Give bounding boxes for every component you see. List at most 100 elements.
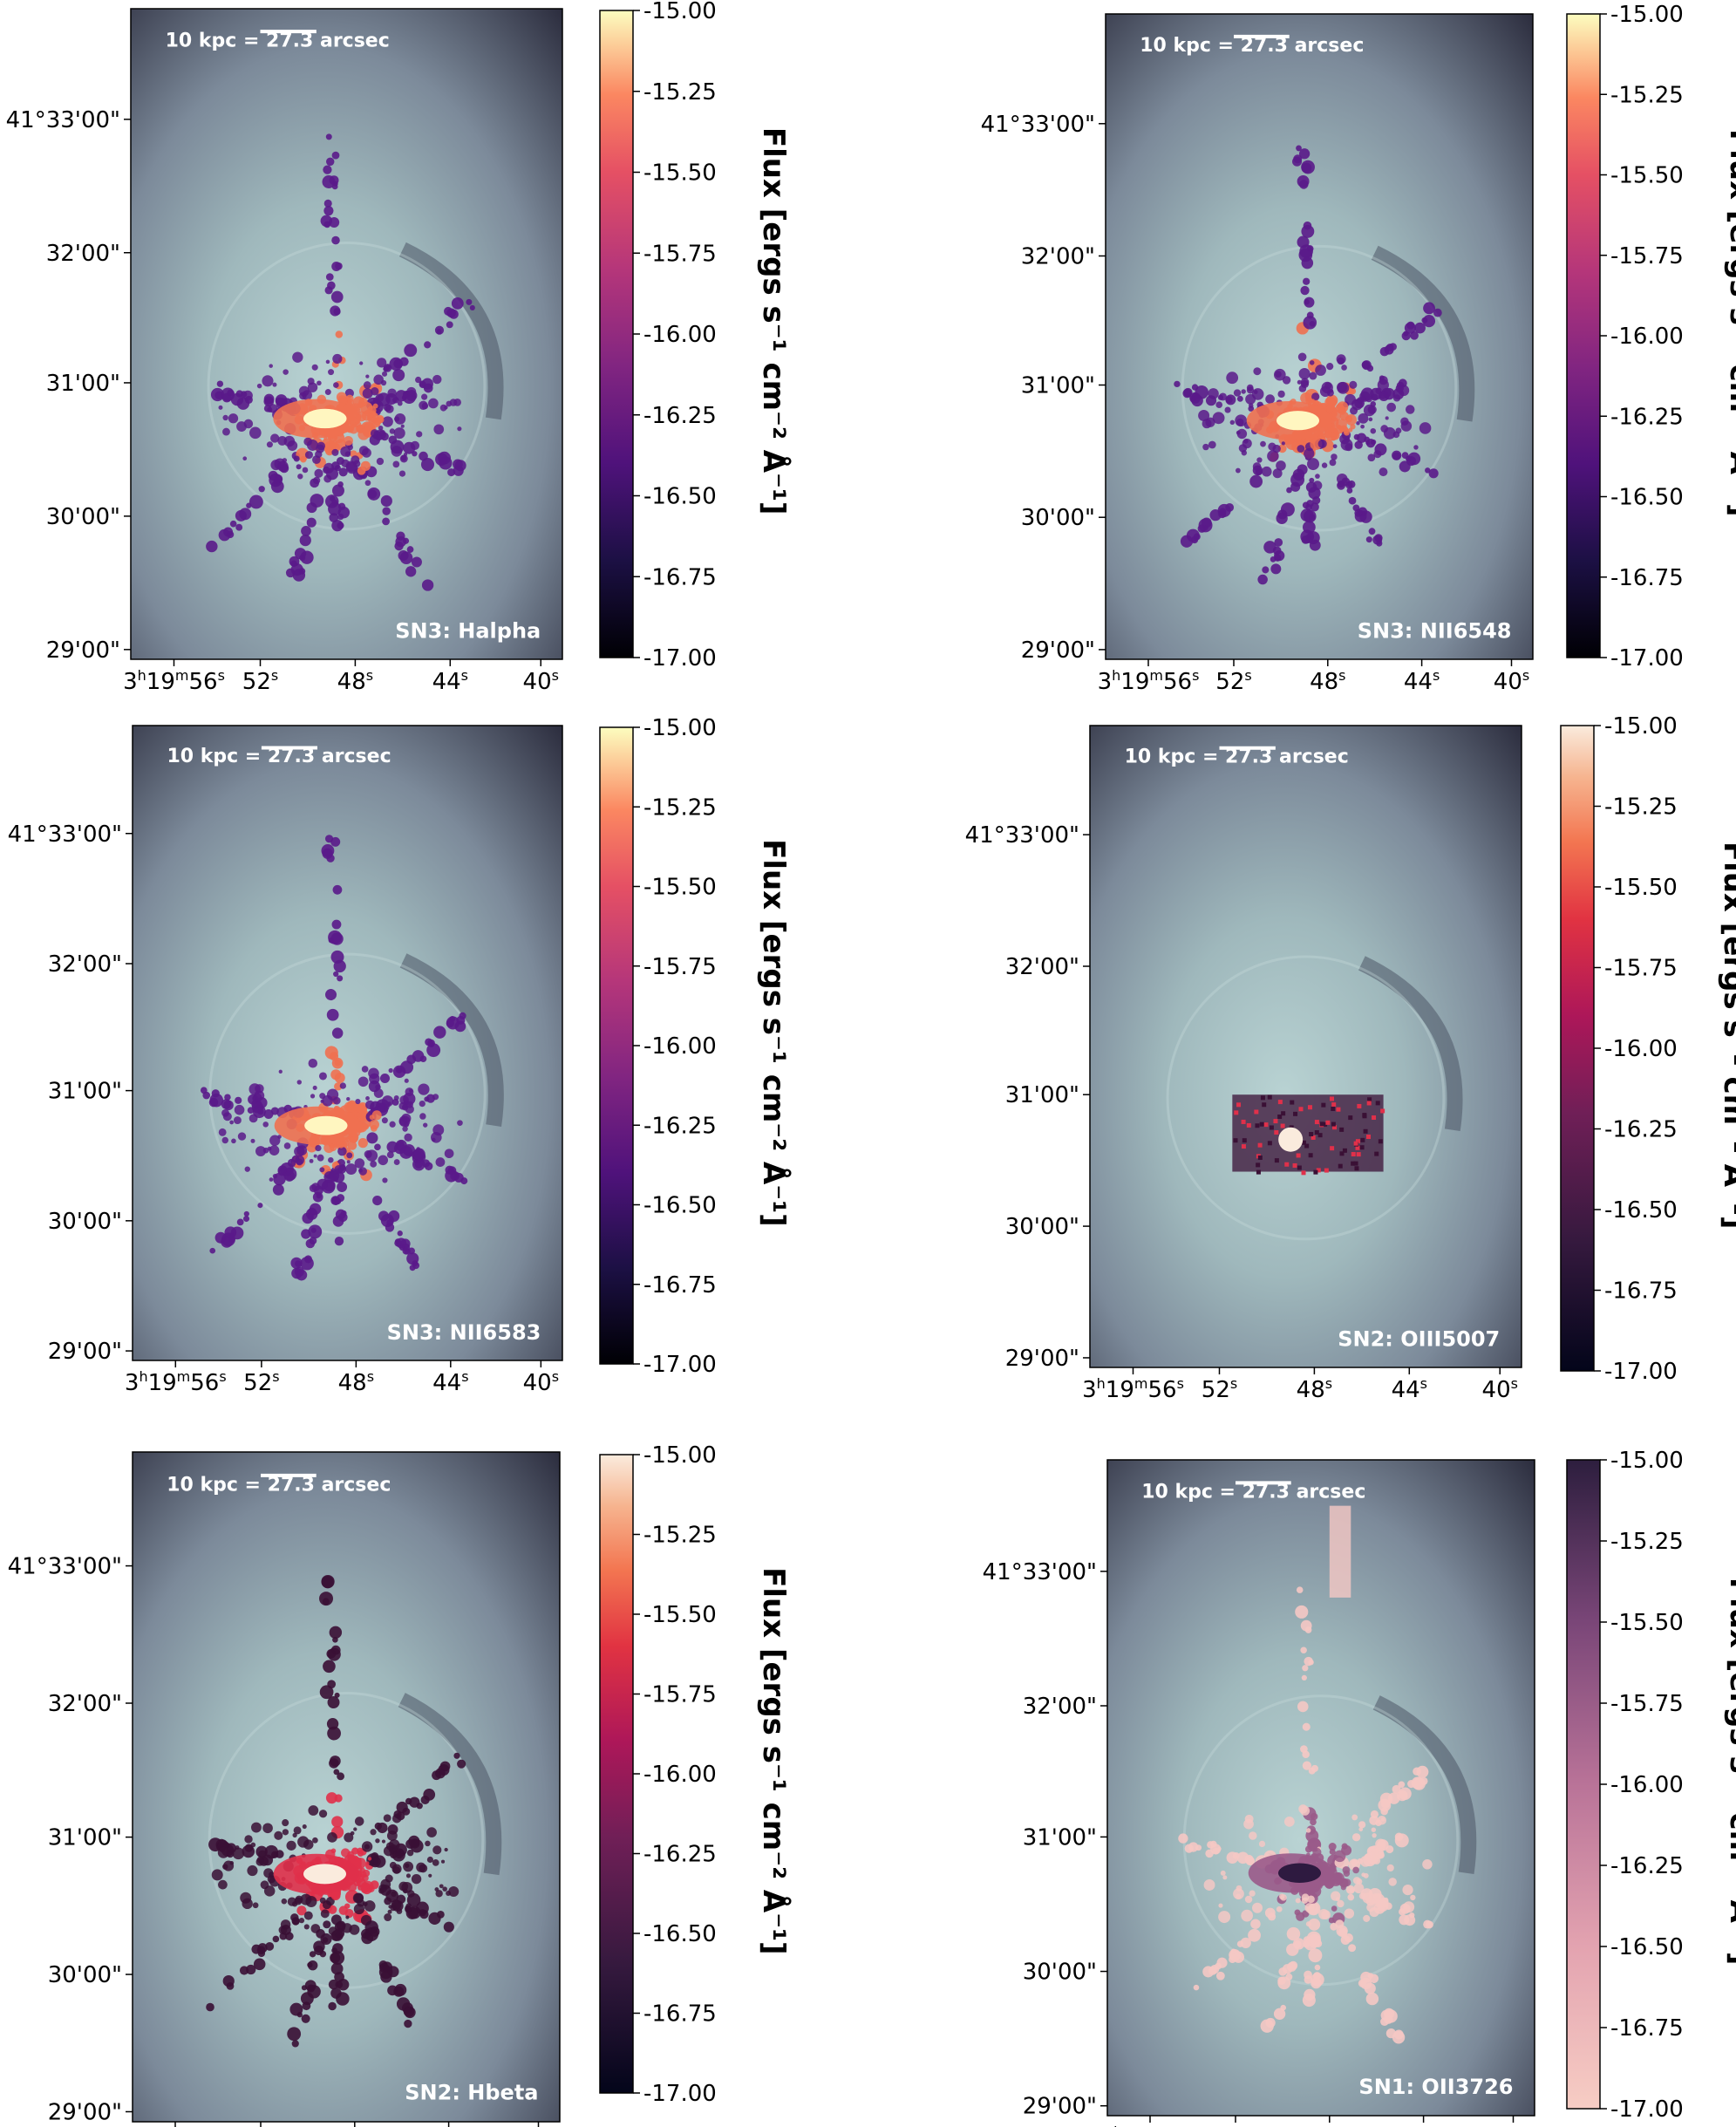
- axes-frame: [132, 1451, 561, 2123]
- colorbar-label: Flux [ergs s⁻¹ cm⁻² Å⁻¹]: [1723, 129, 1736, 517]
- colorbar-tick-label: -16.00: [1610, 324, 1684, 350]
- cavity-arc: [398, 1693, 502, 1876]
- dec-tick-label: 31'00": [48, 1079, 122, 1105]
- colorbar: [599, 726, 634, 1365]
- dec-tick-label: 30'00": [1021, 505, 1095, 531]
- ra-tick-label: 3h19m56s: [1082, 1375, 1184, 1403]
- dec-tick-label: 31'00": [1023, 1824, 1097, 1851]
- colorbar-tick-label: -16.25: [1610, 404, 1684, 430]
- colorbar-tick-label: -15.75: [643, 954, 717, 980]
- ra-tick-label: 3h19m56s: [123, 667, 225, 695]
- ra-tick-label: 3h19m56s: [1099, 2124, 1202, 2127]
- colorbar-tick-label: -16.75: [1610, 565, 1684, 591]
- ra-tick-label: 44s: [432, 1368, 468, 1396]
- colorbar-tick-label: -15.00: [1604, 713, 1678, 740]
- colorbar-tick-label: -16.50: [643, 484, 717, 510]
- dec-tick-label: 41°33'00": [983, 1559, 1097, 1585]
- colorbar-tick-label: -15.25: [643, 79, 717, 106]
- dec-tick-label: 30'00": [1005, 1214, 1079, 1240]
- dec-tick-label: 30'00": [46, 504, 120, 530]
- colorbar-tick-label: -17.00: [643, 1352, 717, 1378]
- colorbar-tick-label: -15.50: [1610, 163, 1684, 189]
- ra-tick-label: 44s: [432, 667, 468, 695]
- colorbar-label: Flux [ergs s⁻¹ cm⁻² Å⁻¹]: [756, 127, 792, 515]
- dec-tick-label: 29'00": [48, 2099, 122, 2125]
- ra-tick-label: 48s: [338, 1368, 374, 1396]
- galaxy-image: [1090, 726, 1522, 1367]
- galaxy-image: [1106, 14, 1533, 659]
- ra-tick-label: 44s: [1404, 667, 1440, 695]
- dec-tick-label: 30'00": [48, 1962, 122, 1988]
- colorbar-tick-label: -16.50: [1610, 1934, 1684, 1960]
- ra-tick-label: 44s: [1406, 2124, 1441, 2127]
- colorbar-tick-label: -17.00: [643, 645, 717, 672]
- axes-frame: [130, 8, 563, 660]
- colorbar: [599, 10, 634, 658]
- colorbar: [1566, 1459, 1601, 2110]
- axes-frame: [1106, 1459, 1535, 2117]
- ra-tick-label: 52s: [242, 667, 278, 695]
- colorbar: [1560, 725, 1595, 1372]
- dec-tick-label: 29'00": [1021, 637, 1095, 664]
- scale-bar-label: 10 kpc = 27.3 arcsec: [1125, 746, 1349, 768]
- colorbar-tick-label: -15.25: [643, 1523, 717, 1549]
- ra-tick-label: 48s: [1297, 1375, 1332, 1403]
- colorbar-tick-label: -15.50: [643, 160, 717, 187]
- ra-tick-label: 52s: [243, 1368, 279, 1396]
- cavity-arc: [1372, 1695, 1477, 1875]
- colorbar-tick-label: -16.00: [1604, 1036, 1678, 1062]
- colorbar-tick-label: -15.75: [1610, 243, 1684, 269]
- dec-tick-label: 30'00": [1023, 1960, 1097, 1986]
- scale-bar-label: 10 kpc = 27.3 arcsec: [167, 746, 391, 767]
- colorbar-tick-label: -15.50: [643, 1602, 717, 1628]
- ra-tick-label: 52s: [1217, 2124, 1253, 2127]
- emission-map: [1178, 1505, 1433, 2044]
- dec-tick-label: 31'00": [48, 1825, 122, 1851]
- colorbar-tick-label: -15.25: [1610, 82, 1684, 108]
- ra-tick-label: 40s: [1494, 667, 1529, 695]
- dec-tick-label: 31'00": [1021, 373, 1095, 399]
- cavity-arc: [1371, 245, 1475, 422]
- colorbar-tick-label: -15.75: [1610, 1691, 1684, 1717]
- colorbar-label: Flux [ergs s⁻¹ cm⁻² Å⁻¹]: [1717, 842, 1736, 1230]
- panel-2: 10 kpc = 27.3 arcsec SN3: NII6548 41°33'00…: [981, 2, 1736, 695]
- dec-tick-label: 32'00": [48, 951, 122, 978]
- colorbar-tick-label: -16.75: [643, 564, 717, 590]
- ra-tick-label: 40s: [523, 667, 559, 695]
- ra-tick-label: 40s: [1482, 1375, 1518, 1403]
- ripple-ring: [208, 952, 487, 1235]
- colorbar-tick-label: -16.75: [1604, 1278, 1678, 1305]
- dec-tick-label: 32'00": [1021, 244, 1095, 270]
- ripple-ring: [1181, 244, 1458, 532]
- dec-tick-label: 29'00": [46, 637, 120, 664]
- dec-tick-label: 31'00": [46, 371, 120, 397]
- colorbar-tick-label: -15.00: [643, 715, 717, 741]
- panel-1: 10 kpc = 27.3 arcsec SN3: Halpha 41°33'00"…: [6, 0, 792, 695]
- axes-frame: [132, 725, 563, 1361]
- ra-tick-label: 48s: [337, 667, 373, 695]
- colorbar-tick-label: -16.50: [1610, 485, 1684, 511]
- colorbar-tick-label: -15.00: [1610, 1448, 1684, 1474]
- galaxy-image: [133, 726, 562, 1360]
- scale-bar-label: 10 kpc = 27.3 arcsec: [167, 1475, 391, 1496]
- panel-label: SN3: Halpha: [395, 618, 541, 643]
- galaxy-image: [133, 1452, 560, 2122]
- scale-bar-label: 10 kpc = 27.3 arcsec: [1141, 1482, 1365, 1503]
- colorbar-tick-label: -16.00: [643, 322, 717, 348]
- emission-map: [206, 133, 475, 591]
- colorbar-tick-label: -15.00: [643, 0, 717, 24]
- colorbar-tick-label: -16.75: [1610, 2015, 1684, 2042]
- colorbar-tick-label: -15.75: [643, 1682, 717, 1708]
- ra-tick-label: 40s: [523, 1368, 559, 1396]
- axes-frame: [1105, 13, 1534, 660]
- ra-tick-label: 52s: [1202, 1375, 1237, 1403]
- dec-tick-label: 32'00": [1005, 954, 1079, 980]
- panel-label: SN2: OIII5007: [1338, 1327, 1500, 1352]
- panel-5: 10 kpc = 27.3 arcsec SN2: Hbeta 41°33'00" 3…: [8, 1442, 792, 2127]
- ripple-ring: [1166, 955, 1446, 1241]
- axes-frame: [1089, 725, 1522, 1368]
- colorbar-tick-label: -16.25: [643, 1113, 717, 1139]
- colorbar-label: Flux [ergs s⁻¹ cm⁻² Å⁻¹]: [756, 839, 792, 1227]
- colorbar-tick-label: -16.50: [1604, 1197, 1678, 1224]
